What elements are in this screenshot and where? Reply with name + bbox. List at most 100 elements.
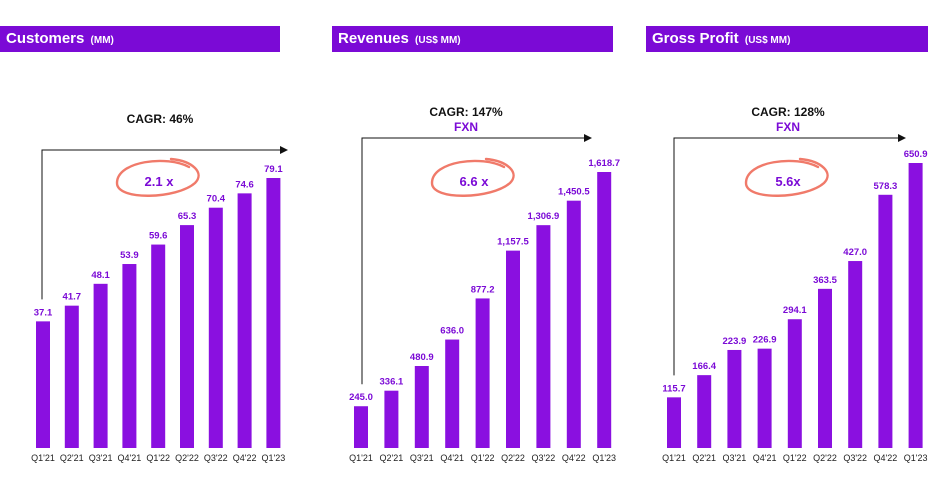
bar bbox=[475, 298, 490, 448]
chart-title: Customers bbox=[6, 30, 85, 47]
bar-value-label: 48.1 bbox=[91, 270, 110, 281]
bar bbox=[122, 264, 137, 448]
bar-value-label: 245.0 bbox=[349, 392, 373, 403]
x-tick-label: Q4'21 bbox=[753, 453, 777, 463]
x-tick-label: Q4'22 bbox=[233, 453, 257, 463]
highlight-circle bbox=[430, 157, 515, 197]
bar-value-label: 636.0 bbox=[440, 326, 464, 337]
bar-value-label: 363.5 bbox=[813, 275, 837, 286]
chart-unit: (US$ MM) bbox=[744, 35, 791, 46]
bar bbox=[36, 321, 50, 448]
bar-value-label: 65.3 bbox=[178, 211, 197, 222]
bar-value-label: 1,450.5 bbox=[558, 187, 590, 198]
growth-multiple-label: 2.1 x bbox=[145, 174, 175, 189]
bar-value-label: 37.1 bbox=[34, 307, 53, 318]
growth-multiple-label: 6.6 x bbox=[460, 174, 490, 189]
bar bbox=[727, 349, 742, 448]
cagr-label: CAGR: 147% bbox=[429, 105, 503, 119]
bar-value-label: 336.1 bbox=[380, 377, 404, 388]
bar bbox=[64, 305, 79, 448]
x-tick-label: Q4'22 bbox=[562, 453, 586, 463]
cagr-arrow-head bbox=[280, 146, 288, 154]
bar-value-label: 480.9 bbox=[410, 352, 434, 363]
bar bbox=[757, 348, 772, 448]
x-tick-label: Q2'22 bbox=[175, 453, 199, 463]
bar bbox=[818, 288, 832, 448]
x-tick-label: Q2'22 bbox=[501, 453, 525, 463]
x-tick-label: Q3'22 bbox=[532, 453, 556, 463]
bar-value-label: 74.6 bbox=[235, 179, 254, 190]
bar bbox=[536, 225, 551, 448]
bar bbox=[151, 244, 166, 448]
bar-value-label: 1,618.7 bbox=[588, 158, 620, 169]
cagr-label: CAGR: 128% bbox=[751, 105, 825, 119]
x-tick-label: Q2'21 bbox=[692, 453, 716, 463]
gross-profit-header: Gross Profit (US$ MM) bbox=[646, 26, 928, 52]
x-tick-label: Q2'21 bbox=[380, 453, 404, 463]
x-tick-label: Q3'21 bbox=[723, 453, 747, 463]
x-tick-label: Q1'23 bbox=[262, 453, 286, 463]
bar bbox=[384, 390, 399, 448]
bar bbox=[667, 397, 681, 448]
x-tick-label: Q1'21 bbox=[31, 453, 55, 463]
bar bbox=[445, 339, 460, 448]
bar-value-label: 41.7 bbox=[63, 292, 82, 303]
bar bbox=[208, 207, 223, 448]
bar bbox=[266, 178, 281, 448]
bar bbox=[848, 261, 863, 448]
bar-value-label: 1,157.5 bbox=[497, 237, 529, 248]
x-tick-label: Q1'21 bbox=[662, 453, 686, 463]
bar-value-label: 1,306.9 bbox=[528, 211, 560, 222]
x-tick-label: Q3'21 bbox=[89, 453, 113, 463]
bar-value-label: 70.4 bbox=[207, 194, 226, 205]
bar-value-label: 79.1 bbox=[264, 164, 283, 175]
bar bbox=[787, 319, 802, 448]
chart-title: Revenues bbox=[338, 30, 409, 47]
chart-title: Gross Profit bbox=[652, 30, 739, 47]
bar-value-label: 226.9 bbox=[753, 335, 777, 346]
revenues-chart-panel: Revenues (US$ MM) CAGR: 147% FXN 6.6 x 245.… bbox=[332, 0, 632, 478]
bar bbox=[566, 200, 581, 448]
cagr-arrow-line bbox=[673, 137, 900, 376]
customers-chart-panel: Customers (MM) CAGR: 46% 2.1 x 37.1 Q1'21 41… bbox=[0, 0, 300, 478]
x-tick-label: Q3'22 bbox=[204, 453, 228, 463]
bar bbox=[93, 283, 108, 448]
cagr-arrow-line bbox=[361, 137, 586, 385]
bar-value-label: 650.9 bbox=[904, 149, 928, 160]
revenues-header: Revenues (US$ MM) bbox=[332, 26, 613, 52]
fxn-label: FXN bbox=[776, 120, 800, 134]
growth-multiple-label: 5.6x bbox=[775, 174, 801, 189]
gross-profit-bar-chart: CAGR: 128%FXN 5.6x 115.7 Q1'21 166.4 Q2'21 223… bbox=[662, 105, 928, 463]
cagr-arrow-line bbox=[41, 149, 282, 300]
gross-profit-chart-panel: Gross Profit (US$ MM) CAGR: 128% FXN 5.6x 1… bbox=[646, 0, 946, 478]
x-tick-label: Q1'22 bbox=[783, 453, 807, 463]
bar bbox=[506, 250, 520, 448]
highlight-circle bbox=[744, 157, 829, 197]
x-tick-label: Q1'22 bbox=[471, 453, 495, 463]
customers-header: Customers (MM) bbox=[0, 26, 280, 52]
bar-value-label: 223.9 bbox=[723, 336, 747, 347]
bar bbox=[597, 172, 612, 448]
bar-value-label: 53.9 bbox=[120, 250, 139, 261]
bar bbox=[878, 194, 893, 448]
bar-value-label: 877.2 bbox=[471, 284, 495, 295]
x-tick-label: Q1'22 bbox=[146, 453, 170, 463]
customers-bar-chart: CAGR: 46% 2.1 x 37.1 Q1'21 41.7 Q2'21 48.1 Q3'2… bbox=[31, 112, 288, 463]
bar bbox=[908, 163, 923, 448]
bar bbox=[354, 406, 368, 448]
bar-value-label: 59.6 bbox=[149, 231, 168, 242]
chart-unit: (US$ MM) bbox=[415, 35, 461, 46]
chart-unit: (MM) bbox=[90, 35, 114, 46]
bar bbox=[180, 225, 194, 448]
bar bbox=[414, 366, 429, 448]
x-tick-label: Q1'23 bbox=[592, 453, 616, 463]
bar-value-label: 427.0 bbox=[843, 247, 867, 258]
bar bbox=[697, 375, 712, 448]
bar-value-label: 294.1 bbox=[783, 305, 807, 316]
x-tick-label: Q3'22 bbox=[843, 453, 867, 463]
bar-value-label: 115.7 bbox=[662, 383, 685, 394]
x-tick-label: Q4'22 bbox=[874, 453, 898, 463]
cagr-arrow-head bbox=[898, 134, 906, 142]
x-tick-label: Q4'21 bbox=[118, 453, 142, 463]
cagr-arrow-head bbox=[584, 134, 592, 142]
